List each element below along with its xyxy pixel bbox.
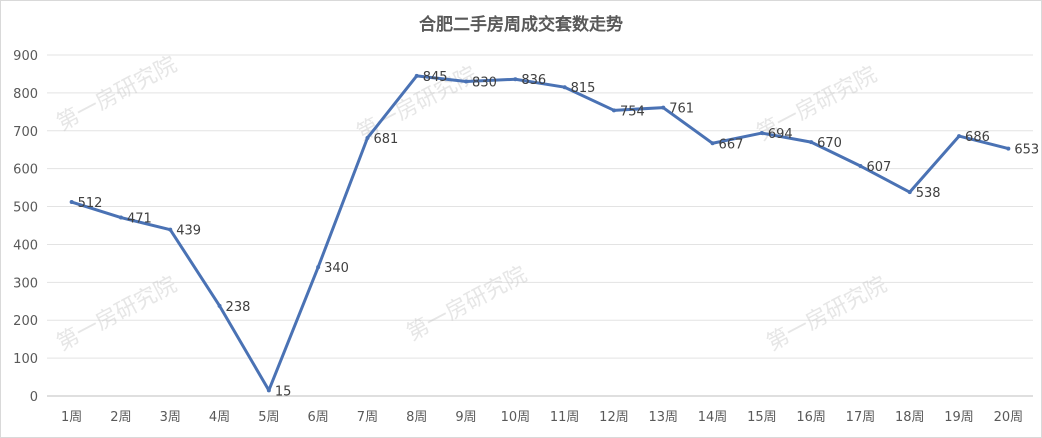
data-point — [266, 388, 271, 393]
data-point — [611, 108, 616, 113]
x-tick-label: 3周 — [160, 410, 181, 425]
y-tick-label: 100 — [13, 352, 38, 367]
data-label: 754 — [620, 104, 645, 119]
y-tick-label: 200 — [13, 314, 38, 329]
y-tick-label: 0 — [30, 390, 38, 405]
x-tick-label: 19周 — [944, 410, 974, 425]
x-tick-label: 6周 — [308, 410, 329, 425]
y-tick-label: 700 — [13, 125, 38, 140]
x-tick-label: 5周 — [258, 410, 279, 425]
data-label: 653 — [1014, 143, 1039, 158]
data-label: 681 — [373, 132, 398, 147]
data-label: 836 — [521, 73, 546, 88]
watermark-text: 第一房研究院 — [763, 272, 891, 356]
data-point — [957, 134, 962, 139]
x-tick-label: 7周 — [357, 410, 378, 425]
watermark-text: 第一房研究院 — [403, 262, 531, 346]
data-point — [1006, 146, 1011, 151]
data-label: 667 — [719, 137, 744, 152]
x-tick-label: 12周 — [599, 410, 629, 425]
data-point — [513, 77, 518, 82]
data-label: 538 — [916, 186, 941, 201]
x-tick-label: 16周 — [796, 410, 826, 425]
data-point — [69, 200, 74, 205]
y-tick-label: 300 — [13, 276, 38, 291]
x-tick-label: 1周 — [61, 410, 82, 425]
x-tick-label: 20周 — [994, 410, 1024, 425]
data-point — [414, 73, 419, 78]
data-label: 238 — [226, 300, 251, 315]
data-label: 512 — [78, 196, 103, 211]
data-label: 815 — [571, 81, 596, 96]
watermark-text: 第一房研究院 — [53, 272, 181, 356]
x-tick-label: 17周 — [846, 410, 876, 425]
series-line — [70, 74, 1010, 392]
x-tick-label: 15周 — [747, 410, 777, 425]
x-tick-label: 9周 — [455, 410, 476, 425]
chart-title: 合肥二手房周成交套数走势 — [419, 15, 623, 35]
data-point — [661, 105, 666, 110]
y-tick-label: 600 — [13, 163, 38, 178]
x-tick-label: 14周 — [698, 410, 728, 425]
y-tick-label: 900 — [13, 49, 38, 64]
x-tick-label: 11周 — [550, 410, 580, 425]
data-label: 761 — [669, 102, 694, 117]
x-tick-label: 10周 — [501, 410, 531, 425]
data-label: 15 — [275, 384, 292, 399]
data-point — [907, 190, 912, 195]
data-point — [316, 265, 321, 270]
data-point — [168, 227, 173, 232]
watermark-text: 第一房研究院 — [53, 52, 181, 136]
y-tick-label: 800 — [13, 87, 38, 102]
data-label: 471 — [127, 212, 152, 227]
data-point — [809, 140, 814, 145]
data-label: 670 — [817, 136, 842, 151]
data-point — [710, 141, 715, 146]
data-point — [365, 135, 370, 140]
x-tick-label: 18周 — [895, 410, 925, 425]
data-label: 694 — [768, 127, 793, 142]
data-label: 340 — [324, 261, 349, 276]
data-label: 607 — [866, 160, 891, 175]
data-point — [118, 215, 123, 220]
data-point — [217, 303, 222, 308]
data-label: 830 — [472, 76, 497, 91]
y-tick-label: 500 — [13, 201, 38, 216]
x-tick-label: 2周 — [110, 410, 131, 425]
data-point — [759, 131, 764, 136]
x-tick-label: 8周 — [406, 410, 427, 425]
data-label: 439 — [176, 224, 201, 239]
data-point — [464, 79, 469, 84]
data-point — [858, 164, 863, 169]
data-label: 686 — [965, 130, 990, 145]
x-tick-label: 4周 — [209, 410, 230, 425]
x-tick-label: 13周 — [648, 410, 678, 425]
data-label: 845 — [423, 70, 448, 85]
data-point — [562, 85, 567, 90]
y-tick-label: 400 — [13, 238, 38, 253]
